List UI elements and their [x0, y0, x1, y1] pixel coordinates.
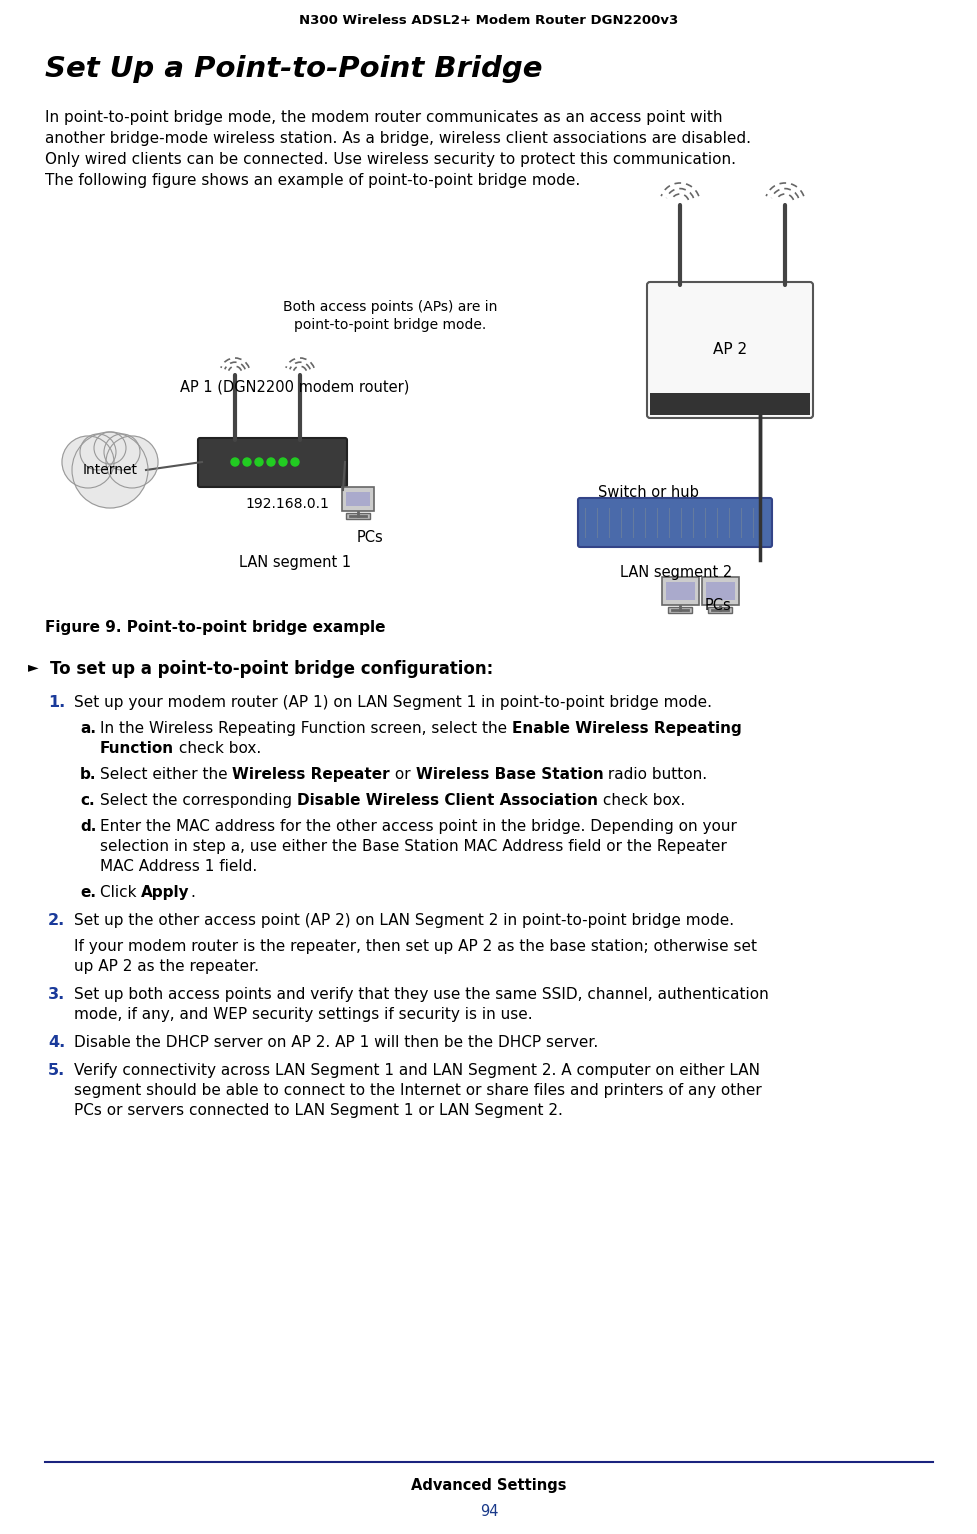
Text: Wireless Base Station: Wireless Base Station — [415, 767, 603, 782]
Text: PCs: PCs — [357, 531, 383, 545]
Text: Apply: Apply — [142, 885, 190, 900]
Text: 2.: 2. — [48, 913, 65, 928]
Text: Click: Click — [100, 885, 142, 900]
Text: Advanced Settings: Advanced Settings — [411, 1477, 566, 1493]
Text: Set up the other access point (AP 2) on LAN Segment 2 in point-to-point bridge m: Set up the other access point (AP 2) on … — [74, 913, 734, 928]
Text: b.: b. — [80, 767, 97, 782]
FancyBboxPatch shape — [650, 393, 809, 416]
Text: Internet: Internet — [82, 463, 138, 477]
FancyBboxPatch shape — [346, 492, 369, 506]
Circle shape — [62, 436, 114, 488]
FancyBboxPatch shape — [665, 581, 695, 600]
FancyBboxPatch shape — [661, 577, 699, 604]
Text: Set up your modem router (AP 1) on LAN Segment 1 in point-to-point bridge mode.: Set up your modem router (AP 1) on LAN S… — [74, 695, 711, 710]
Text: LAN segment 2: LAN segment 2 — [619, 565, 732, 580]
Text: mode, if any, and WEP security settings if security is in use.: mode, if any, and WEP security settings … — [74, 1006, 532, 1022]
Text: AP 1 (DGN2200 modem router): AP 1 (DGN2200 modem router) — [180, 380, 409, 394]
Text: segment should be able to connect to the Internet or share files and printers of: segment should be able to connect to the… — [74, 1083, 761, 1098]
Text: 5.: 5. — [48, 1063, 65, 1078]
Circle shape — [72, 433, 148, 508]
Circle shape — [231, 459, 238, 466]
Text: selection in step a, use either the Base Station MAC Address field or the Repeat: selection in step a, use either the Base… — [100, 839, 726, 854]
Circle shape — [80, 434, 116, 469]
FancyBboxPatch shape — [705, 581, 735, 600]
Circle shape — [106, 436, 158, 488]
Text: Only wired clients can be connected. Use wireless security to protect this commu: Only wired clients can be connected. Use… — [45, 152, 736, 167]
Text: PCs or servers connected to LAN Segment 1 or LAN Segment 2.: PCs or servers connected to LAN Segment … — [74, 1103, 563, 1118]
Text: Switch or hub: Switch or hub — [597, 485, 698, 500]
Text: Function: Function — [100, 741, 174, 756]
Text: In point-to-point bridge mode, the modem router communicates as an access point : In point-to-point bridge mode, the modem… — [45, 110, 722, 124]
Text: ►: ► — [28, 660, 38, 673]
Circle shape — [291, 459, 299, 466]
Text: To set up a point-to-point bridge configuration:: To set up a point-to-point bridge config… — [50, 660, 492, 678]
FancyBboxPatch shape — [342, 486, 373, 511]
Text: Wireless Repeater: Wireless Repeater — [233, 767, 390, 782]
Text: or: or — [390, 767, 415, 782]
Text: 3.: 3. — [48, 986, 65, 1002]
Text: Set Up a Point-to-Point Bridge: Set Up a Point-to-Point Bridge — [45, 55, 542, 83]
Text: Figure 9. Point-to-point bridge example: Figure 9. Point-to-point bridge example — [45, 620, 385, 635]
FancyBboxPatch shape — [197, 439, 347, 486]
FancyBboxPatch shape — [667, 607, 692, 614]
Text: Disable Wireless Client Association: Disable Wireless Client Association — [297, 793, 597, 808]
Text: 192.168.0.1: 192.168.0.1 — [245, 497, 328, 511]
Text: e.: e. — [80, 885, 96, 900]
Text: check box.: check box. — [597, 793, 685, 808]
Circle shape — [242, 459, 251, 466]
Text: another bridge-mode wireless station. As a bridge, wireless client associations : another bridge-mode wireless station. As… — [45, 130, 750, 146]
Text: check box.: check box. — [174, 741, 261, 756]
Circle shape — [104, 434, 140, 469]
Text: 1.: 1. — [48, 695, 65, 710]
Circle shape — [267, 459, 275, 466]
FancyBboxPatch shape — [701, 577, 739, 604]
Text: The following figure shows an example of point-to-point bridge mode.: The following figure shows an example of… — [45, 173, 579, 189]
FancyBboxPatch shape — [577, 499, 771, 548]
Text: In the Wireless Repeating Function screen, select the: In the Wireless Repeating Function scree… — [100, 721, 512, 736]
Text: Enable Wireless Repeating: Enable Wireless Repeating — [512, 721, 741, 736]
Text: PCs: PCs — [704, 598, 731, 614]
Text: Select either the: Select either the — [100, 767, 233, 782]
Text: radio button.: radio button. — [603, 767, 706, 782]
Text: Set up both access points and verify that they use the same SSID, channel, authe: Set up both access points and verify tha… — [74, 986, 768, 1002]
Text: 94: 94 — [480, 1503, 497, 1519]
Text: If your modem router is the repeater, then set up AP 2 as the base station; othe: If your modem router is the repeater, th… — [74, 939, 756, 954]
Text: Verify connectivity across LAN Segment 1 and LAN Segment 2. A computer on either: Verify connectivity across LAN Segment 1… — [74, 1063, 759, 1078]
Text: Both access points (APs) are in
point-to-point bridge mode.: Both access points (APs) are in point-to… — [282, 301, 496, 333]
FancyBboxPatch shape — [707, 607, 731, 614]
Text: Select the corresponding: Select the corresponding — [100, 793, 297, 808]
Text: Disable the DHCP server on AP 2. AP 1 will then be the DHCP server.: Disable the DHCP server on AP 2. AP 1 wi… — [74, 1035, 598, 1049]
Text: up AP 2 as the repeater.: up AP 2 as the repeater. — [74, 959, 259, 974]
Text: N300 Wireless ADSL2+ Modem Router DGN2200v3: N300 Wireless ADSL2+ Modem Router DGN220… — [299, 14, 678, 28]
Text: a.: a. — [80, 721, 96, 736]
Text: MAC Address 1 field.: MAC Address 1 field. — [100, 859, 257, 874]
Text: AP 2: AP 2 — [712, 342, 746, 357]
Text: .: . — [190, 885, 194, 900]
Text: Enter the MAC address for the other access point in the bridge. Depending on you: Enter the MAC address for the other acce… — [100, 819, 736, 834]
FancyBboxPatch shape — [346, 512, 369, 518]
Circle shape — [94, 433, 126, 463]
Circle shape — [278, 459, 286, 466]
Text: LAN segment 1: LAN segment 1 — [238, 555, 351, 571]
FancyBboxPatch shape — [647, 282, 812, 417]
Text: c.: c. — [80, 793, 95, 808]
Text: d.: d. — [80, 819, 97, 834]
Circle shape — [255, 459, 263, 466]
Text: 4.: 4. — [48, 1035, 65, 1049]
